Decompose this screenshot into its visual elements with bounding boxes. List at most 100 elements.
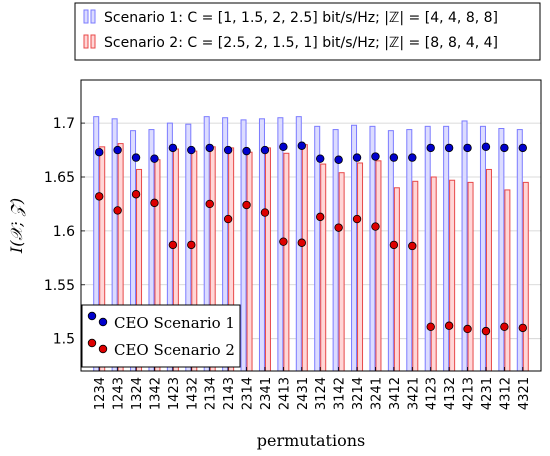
x-tick-label: 1432 (185, 377, 200, 410)
marker-1-3421 (408, 153, 417, 162)
marker-2-2431 (297, 238, 306, 247)
legend-marker (87, 338, 97, 348)
x-tick-label: 1324 (130, 377, 145, 410)
marker-1-2341 (260, 145, 270, 155)
marker-2-4312 (500, 322, 509, 332)
marker-2-3412 (389, 240, 399, 250)
legend-entry-label: Scenario 2: C = [2.5, 2, 1.5, 1] bit/s/H… (104, 35, 498, 51)
legend-swatch (90, 34, 96, 49)
bar-2-4312 (504, 189, 511, 372)
marker-2-4132 (444, 321, 454, 330)
marker-1-1342 (150, 154, 159, 163)
bar-1-3142 (332, 129, 339, 372)
marker-1-4213 (463, 143, 472, 153)
marker-2-2314 (242, 200, 251, 210)
x-tick-label: 1423 (167, 377, 182, 410)
x-tick-label: 2431 (296, 377, 311, 410)
x-tick-label: 2314 (241, 377, 256, 410)
x-tick-label: 1243 (112, 377, 127, 410)
marker-1-4321 (518, 143, 527, 153)
marker-1-3412 (389, 153, 399, 162)
marker-2-2134 (205, 199, 214, 209)
marker-1-2431 (297, 141, 306, 150)
marker-1-3241 (371, 152, 380, 161)
x-axis-label: permutations (257, 431, 366, 450)
bar-2-3142 (338, 172, 345, 372)
plot-frame (80, 79, 542, 372)
x-tick-label: 3124 (314, 377, 329, 410)
marker-2-3124 (316, 212, 325, 222)
bar-2-3124 (320, 163, 327, 372)
bar-2-4231 (485, 168, 492, 372)
bar-1-4123 (424, 125, 431, 372)
bar-2-4123 (430, 176, 437, 372)
marker-1-3124 (316, 154, 325, 163)
x-tick-label: 2134 (204, 377, 219, 410)
bar-1-4321 (516, 129, 523, 372)
x-tick-label: 4213 (462, 377, 477, 410)
x-tick-label: 2143 (222, 377, 237, 410)
marker-1-2134 (205, 143, 214, 153)
y-tick-label: 1.5 (53, 332, 75, 348)
bar-1-2341 (258, 118, 265, 372)
bar-2-2431 (301, 144, 308, 372)
marker-2-2341 (260, 208, 270, 217)
legend-marker (98, 344, 108, 354)
marker-2-1342 (150, 198, 159, 208)
x-tick-label: 3214 (351, 377, 366, 410)
marker-2-4123 (426, 322, 435, 332)
marker-1-2143 (223, 145, 233, 155)
x-tick-label: 4321 (517, 377, 532, 410)
marker-2-3142 (334, 223, 343, 232)
marker-2-3241 (371, 222, 380, 231)
marker-1-3214 (352, 153, 362, 162)
marker-2-1432 (187, 240, 196, 250)
x-tick-label: 4231 (480, 377, 495, 410)
legend-swatch (83, 34, 89, 49)
marker-1-2314 (242, 146, 251, 156)
y-tick-label: 1.65 (44, 170, 75, 186)
marker-1-3142 (334, 155, 343, 164)
marker-2-2143 (223, 214, 233, 224)
bar-1-3421 (406, 129, 413, 372)
marker-2-1324 (131, 190, 141, 199)
legend-bottom: CEO Scenario 1 CEO Scenario 2 (81, 304, 241, 368)
legend-entry-label: Scenario 1: C = [1, 1.5, 2, 2.5] bit/s/H… (104, 10, 498, 26)
legend-marker (87, 311, 97, 321)
bar-2-3241 (375, 160, 382, 372)
marker-2-4321 (518, 323, 527, 333)
bar-2-2314 (246, 151, 253, 372)
legend-entry-label: CEO Scenario 1 (114, 314, 235, 332)
marker-2-4213 (463, 324, 472, 334)
marker-1-1432 (187, 145, 196, 155)
legend-top-box (74, 2, 541, 61)
x-tick-label: 2341 (259, 377, 274, 410)
y-tick-label: 1.7 (53, 116, 75, 132)
marker-2-3421 (408, 241, 417, 251)
x-tick-label: 4312 (498, 377, 513, 410)
bar-1-3241 (369, 125, 376, 372)
y-tick-label: 1.6 (53, 224, 75, 240)
bar-1-4213 (461, 120, 468, 372)
marker-1-1234 (95, 148, 104, 157)
x-tick-label: 3241 (369, 377, 384, 410)
x-tick-label: 1342 (148, 377, 163, 410)
bar-1-3124 (314, 125, 321, 372)
legend-entry-label: CEO Scenario 2 (114, 341, 235, 359)
bar-1-3214 (351, 124, 358, 372)
marker-2-4231 (481, 326, 491, 336)
legend-swatch (83, 9, 89, 24)
x-tick-label: 3421 (406, 377, 421, 410)
legend-top: Scenario 1: C = [1, 1.5, 2, 2.5] bit/s/H… (74, 2, 541, 61)
x-ticks: 1234 1243 1324 1342 1423 1432 2134 2143 2314 2341… (93, 367, 532, 410)
bar-2-3421 (412, 180, 419, 372)
x-tick-label: 4132 (443, 377, 458, 410)
bar-2-2341 (264, 147, 271, 372)
bar-2-4213 (467, 181, 474, 372)
x-tick-label: 3412 (388, 377, 403, 410)
y-axis-label: I(𝒳; 𝒵) (7, 198, 26, 254)
bar-1-4312 (498, 128, 505, 372)
marker-1-1243 (113, 145, 122, 155)
x-tick-label: 3142 (333, 377, 348, 410)
